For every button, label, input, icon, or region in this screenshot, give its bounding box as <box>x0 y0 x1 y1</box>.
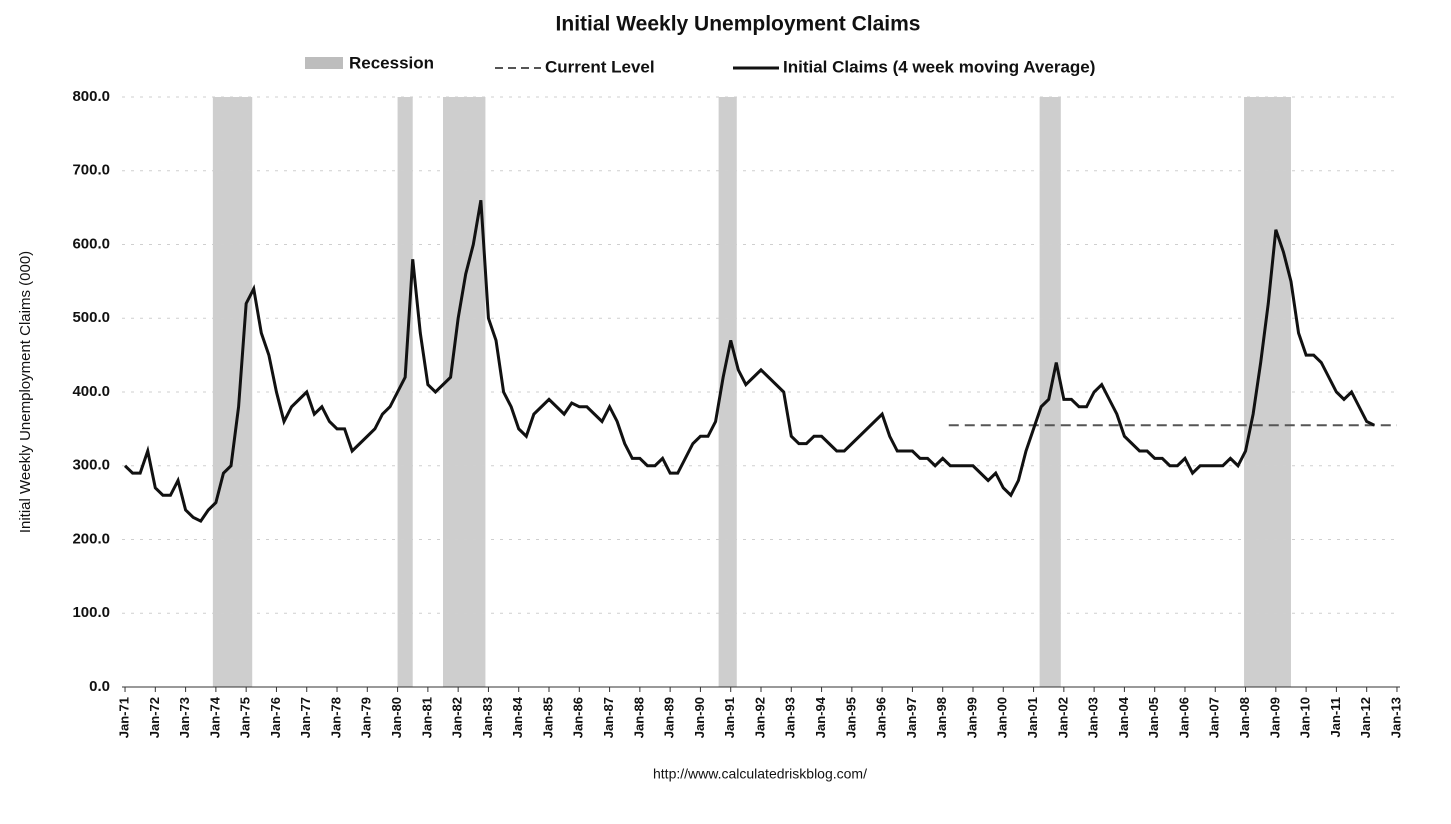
x-tick-label: Jan-11 <box>1328 697 1343 737</box>
x-tick-label: Jan-93 <box>783 697 798 738</box>
line <box>123 199 1375 523</box>
x-tick-label: Jan-71 <box>116 697 131 738</box>
x-tick-label: Jan-87 <box>601 697 616 738</box>
y-tick-label: 0.0 <box>89 678 110 695</box>
x-tick-label: Jan-02 <box>1055 697 1070 738</box>
x-tick-label: Jan-81 <box>419 697 434 738</box>
y-tick-label: 500.0 <box>72 309 110 326</box>
x-tick-label: Jan-77 <box>298 697 313 738</box>
x-tick-label: Jan-13 <box>1388 697 1403 738</box>
x-tick-label: Jan-74 <box>207 696 222 738</box>
x-tick-label: Jan-99 <box>964 697 979 738</box>
x-tick-label: Jan-00 <box>995 697 1010 738</box>
x-tick-label: Jan-92 <box>752 697 767 738</box>
x-tick-label: Jan-86 <box>571 697 586 738</box>
x-tick-label: Jan-97 <box>904 697 919 738</box>
x-tick-label: Jan-84 <box>510 696 525 738</box>
x-tick-label: Jan-75 <box>238 697 253 738</box>
x-tick-label: Jan-80 <box>389 697 404 738</box>
x-tick-label: Jan-03 <box>1086 697 1101 738</box>
x-tick-label: Jan-90 <box>692 697 707 738</box>
x-tick-label: Jan-98 <box>934 697 949 738</box>
legend-swatch <box>305 57 343 69</box>
x-tick-label: Jan-10 <box>1298 697 1313 738</box>
y-tick-label: 800.0 <box>72 88 110 105</box>
source: http://www.calculatedriskblog.com/ <box>653 766 867 782</box>
x-tick-label: Jan-96 <box>874 697 889 738</box>
x-tick-label: Jan-91 <box>722 697 737 738</box>
x-tick-label: Jan-94 <box>813 696 828 738</box>
x-tick-label: Jan-89 <box>662 697 677 738</box>
x-tick-label: Jan-07 <box>1207 697 1222 738</box>
x-tick-label: Jan-72 <box>147 697 162 738</box>
x-tick-label: Jan-88 <box>631 697 646 738</box>
y-tick-label: 200.0 <box>72 530 110 547</box>
x-tick-label: Jan-09 <box>1267 697 1282 738</box>
legend-label: Current Level <box>545 57 655 76</box>
y-tick-label: 300.0 <box>72 457 110 474</box>
x-tick-label: Jan-05 <box>1146 697 1161 738</box>
y-axis-label: Initial Weekly Unemployment Claims (000) <box>17 251 34 533</box>
x-tick-label: Jan-04 <box>1116 696 1131 738</box>
legend-label: Recession <box>349 53 434 72</box>
x-tick-label: Jan-06 <box>1176 697 1191 738</box>
x-tick-label: Jan-12 <box>1358 697 1373 738</box>
chart-title: Initial Weekly Unemployment Claims <box>556 13 921 36</box>
x-tick-label: Jan-85 <box>540 697 555 738</box>
x-tick-label: Jan-95 <box>843 697 858 738</box>
x-tick-label: Jan-73 <box>177 697 192 738</box>
x-tick-label: Jan-01 <box>1025 697 1040 738</box>
legend-label: Initial Claims (4 week moving Average) <box>783 57 1095 76</box>
y-tick-label: 600.0 <box>72 235 110 252</box>
x-tick-label: Jan-83 <box>480 697 495 738</box>
x-tick-label: Jan-82 <box>450 697 465 738</box>
x-tick-label: Jan-78 <box>328 697 343 738</box>
y-tick-label: 100.0 <box>72 604 110 621</box>
x-tick-label: Jan-76 <box>268 697 283 738</box>
y-tick-label: 700.0 <box>72 162 110 179</box>
y-tick-label: 400.0 <box>72 383 110 400</box>
x-tick-label: Jan-79 <box>359 697 374 738</box>
x-tick-label: Jan-08 <box>1237 697 1252 738</box>
